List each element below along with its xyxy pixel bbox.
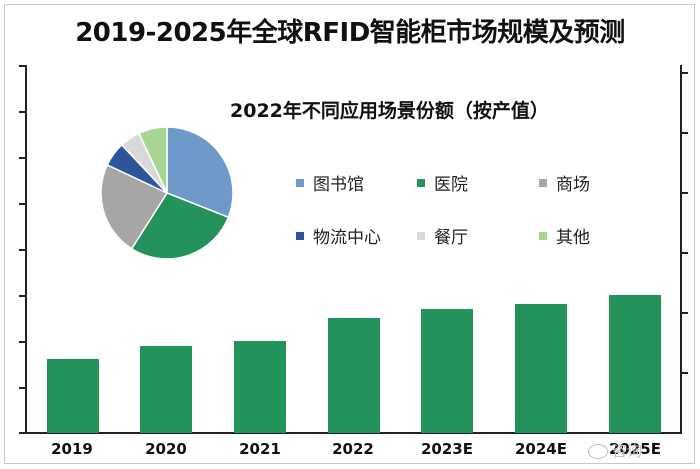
legend-swatch bbox=[539, 231, 547, 240]
pie-slice-0 bbox=[166, 126, 234, 219]
left-axis-tick bbox=[19, 295, 26, 297]
left-axis-tick bbox=[19, 387, 26, 389]
legend-item-mall: 商场 bbox=[539, 170, 590, 195]
x-tick-label: 2022 bbox=[332, 440, 374, 458]
chart-title: 2019-2025年全球RFID智能柜市场规模及预测 bbox=[75, 18, 625, 48]
watermark-text: 咨询 bbox=[612, 442, 643, 460]
right-axis-tick bbox=[681, 252, 688, 254]
left-axis-tick bbox=[19, 65, 26, 67]
right-axis-tick bbox=[681, 372, 688, 374]
legend-label: 餐厅 bbox=[434, 228, 468, 248]
right-axis-tick bbox=[681, 72, 688, 74]
bar-2025E bbox=[609, 295, 661, 433]
legend-item-library: 图书馆 bbox=[296, 170, 364, 195]
x-tick-label: 2019 bbox=[51, 440, 93, 458]
pie-slice-5 bbox=[137, 126, 168, 194]
x-axis bbox=[19, 432, 682, 434]
pie-chart bbox=[100, 126, 234, 260]
watermark: 咨询 bbox=[588, 440, 642, 461]
bar-2024E bbox=[515, 304, 567, 433]
legend-item-logistics-center: 物流中心 bbox=[296, 223, 381, 248]
right-axis-tick bbox=[681, 132, 688, 134]
legend-label: 物流中心 bbox=[313, 228, 381, 248]
left-axis-tick bbox=[19, 249, 26, 251]
legend-item-hospital: 医院 bbox=[417, 170, 468, 195]
right-axis-tick bbox=[681, 192, 688, 194]
x-tick-label: 2021 bbox=[239, 440, 281, 458]
bar-2019 bbox=[47, 359, 99, 433]
legend-item-other: 其他 bbox=[539, 223, 590, 248]
legend-swatch bbox=[296, 231, 304, 240]
bar-2020 bbox=[140, 345, 192, 433]
pie-title: 2022年不同应用场景份额（按产值） bbox=[230, 100, 549, 122]
legend-swatch bbox=[417, 231, 425, 240]
x-tick-label: 2023E bbox=[421, 440, 473, 458]
right-y-axis bbox=[680, 65, 682, 434]
legend-label: 商场 bbox=[556, 175, 590, 195]
x-tick-label: 2024E bbox=[515, 440, 567, 458]
left-y-axis bbox=[25, 65, 27, 434]
pie-slice-1 bbox=[130, 192, 230, 260]
legend-label: 其他 bbox=[556, 228, 590, 248]
bar-2022 bbox=[328, 318, 380, 433]
right-axis-tick bbox=[681, 312, 688, 314]
bar-2021 bbox=[234, 341, 286, 433]
left-axis-tick bbox=[19, 157, 26, 159]
legend-item-restaurant: 餐厅 bbox=[417, 223, 468, 248]
legend-swatch bbox=[539, 178, 547, 187]
bar-2023E bbox=[421, 308, 473, 433]
left-axis-tick bbox=[19, 341, 26, 343]
legend-label: 医院 bbox=[434, 175, 468, 195]
left-axis-tick bbox=[19, 111, 26, 113]
chart-frame bbox=[4, 4, 695, 464]
left-axis-tick bbox=[19, 203, 26, 205]
x-tick-label: 2020 bbox=[145, 440, 187, 458]
legend-swatch bbox=[296, 178, 304, 187]
x-tick-label: 2025E bbox=[609, 440, 661, 458]
legend-swatch bbox=[417, 178, 425, 187]
legend-label: 图书馆 bbox=[313, 175, 364, 195]
weibo-icon bbox=[588, 444, 608, 459]
